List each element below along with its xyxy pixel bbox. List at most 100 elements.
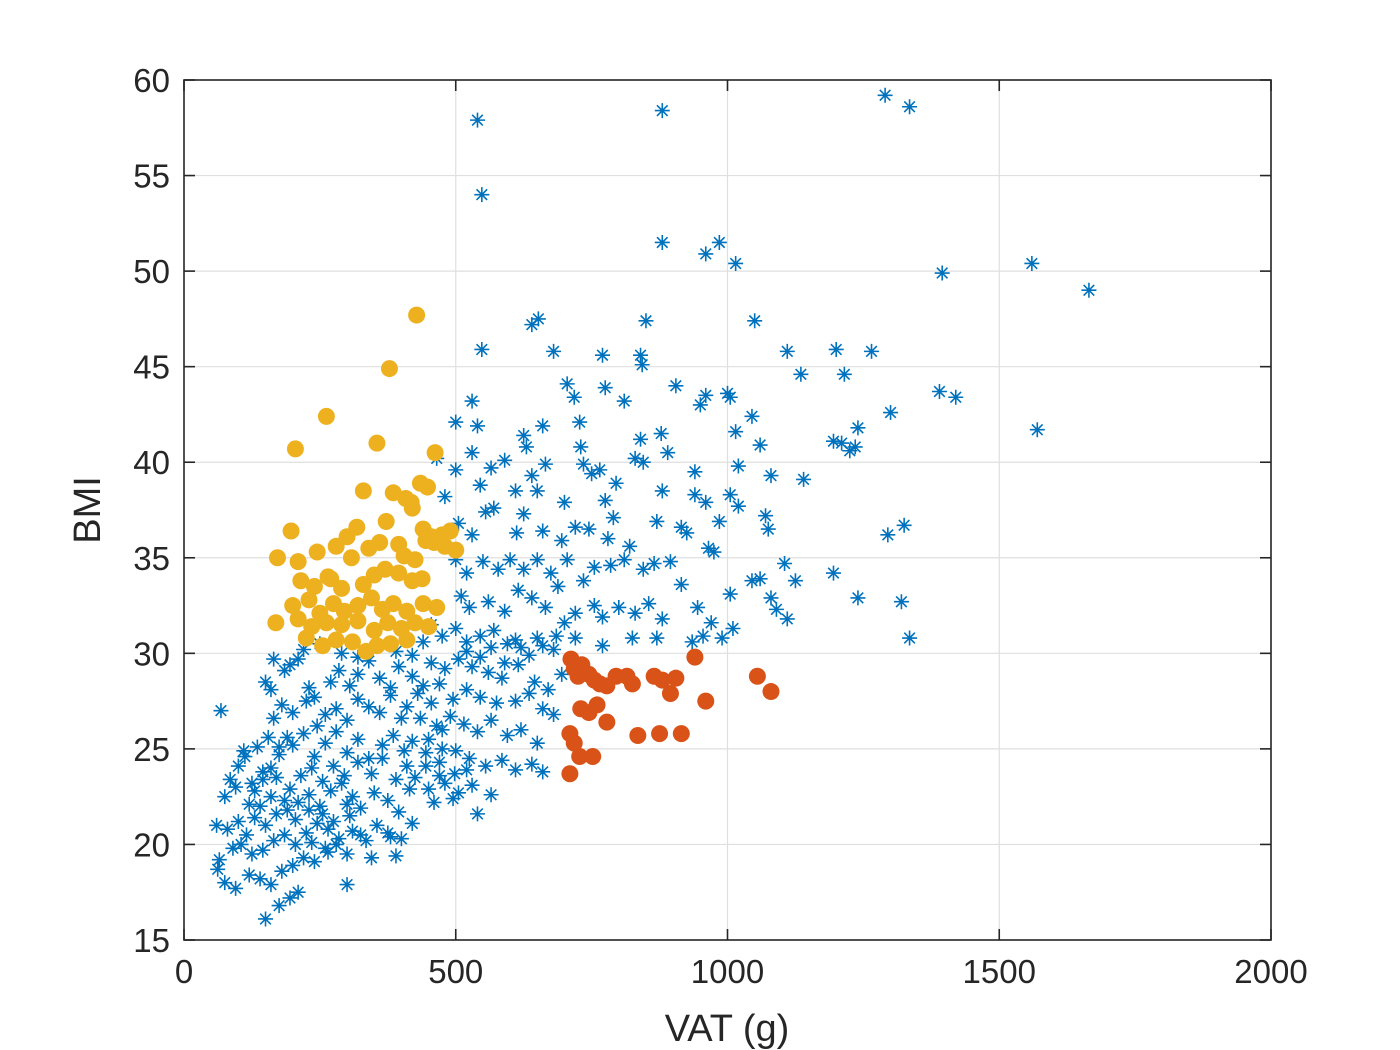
data-point <box>209 817 225 833</box>
data-point <box>255 842 271 858</box>
data-point <box>353 800 369 816</box>
data-point <box>521 647 537 663</box>
data-point <box>277 792 293 808</box>
data-point <box>459 565 475 581</box>
data-point <box>483 460 499 476</box>
data-point <box>450 651 466 667</box>
data-point <box>516 506 532 522</box>
data-point <box>864 343 880 359</box>
data-point <box>368 434 386 452</box>
data-point <box>260 729 276 745</box>
series-1 <box>209 87 1097 927</box>
data-point <box>478 504 494 520</box>
data-point <box>934 265 950 281</box>
data-point <box>502 552 518 568</box>
data-point <box>661 684 679 702</box>
data-point <box>285 857 301 873</box>
data-point <box>586 559 602 575</box>
data-point <box>247 783 263 799</box>
data-point <box>325 758 341 774</box>
data-point <box>565 734 583 752</box>
data-point <box>384 595 402 613</box>
data-point <box>233 836 249 852</box>
data-point <box>796 471 812 487</box>
data-point <box>279 802 295 818</box>
data-point <box>698 246 714 262</box>
data-point <box>722 487 738 503</box>
data-point <box>437 661 453 677</box>
data-point <box>339 712 355 728</box>
data-point <box>524 468 540 484</box>
data-point <box>880 527 896 543</box>
data-point <box>673 519 689 535</box>
data-point <box>350 666 366 682</box>
data-point <box>730 458 746 474</box>
data-point <box>339 877 355 893</box>
data-point <box>372 670 388 686</box>
data-point <box>418 745 434 761</box>
data-point <box>760 521 776 537</box>
data-point <box>516 427 532 443</box>
data-point <box>474 187 490 203</box>
data-point <box>274 697 290 713</box>
data-point <box>406 551 424 569</box>
data-point <box>279 729 295 745</box>
data-point <box>298 825 314 841</box>
data-point <box>271 747 287 763</box>
data-point <box>556 615 572 631</box>
data-point <box>365 621 383 639</box>
data-point <box>255 771 271 787</box>
data-point <box>333 616 351 634</box>
data-point <box>535 638 551 654</box>
data-point <box>312 798 328 814</box>
data-point <box>483 787 499 803</box>
data-point <box>842 443 858 459</box>
y-axis-label: BMI <box>67 476 109 544</box>
data-point <box>284 597 302 615</box>
data-point <box>600 531 616 547</box>
data-point <box>472 689 488 705</box>
data-point <box>1029 422 1045 438</box>
data-point <box>877 87 893 103</box>
data-point <box>417 532 435 550</box>
data-point <box>364 766 380 782</box>
data-point <box>239 827 255 843</box>
data-point <box>390 564 408 582</box>
data-point <box>554 533 570 549</box>
data-point <box>317 407 335 425</box>
data-point <box>673 577 689 593</box>
data-point <box>524 317 540 333</box>
data-point <box>380 792 396 808</box>
data-point <box>597 380 613 396</box>
data-point <box>474 341 490 357</box>
data-point <box>697 692 715 710</box>
data-point <box>388 771 404 787</box>
data-point <box>597 492 613 508</box>
data-point <box>464 659 480 675</box>
data-point <box>282 890 298 906</box>
data-point <box>469 418 485 434</box>
data-point <box>380 360 398 378</box>
data-point <box>469 112 485 128</box>
data-point <box>513 640 529 656</box>
data-point <box>393 831 409 847</box>
data-point <box>315 773 331 789</box>
data-point <box>469 806 485 822</box>
data-point <box>350 754 366 770</box>
data-point <box>649 513 665 529</box>
data-point <box>342 549 360 567</box>
data-point <box>286 440 304 458</box>
data-point <box>323 674 339 690</box>
data-point <box>385 728 401 744</box>
data-point <box>320 821 336 837</box>
data-point <box>287 836 303 852</box>
data-point <box>426 794 442 810</box>
data-point <box>217 875 233 891</box>
data-point <box>654 103 670 119</box>
data-point <box>361 750 377 766</box>
data-point <box>289 553 307 571</box>
data-point <box>247 810 263 826</box>
data-point <box>404 647 420 663</box>
data-point <box>225 840 241 856</box>
data-point <box>410 685 426 701</box>
